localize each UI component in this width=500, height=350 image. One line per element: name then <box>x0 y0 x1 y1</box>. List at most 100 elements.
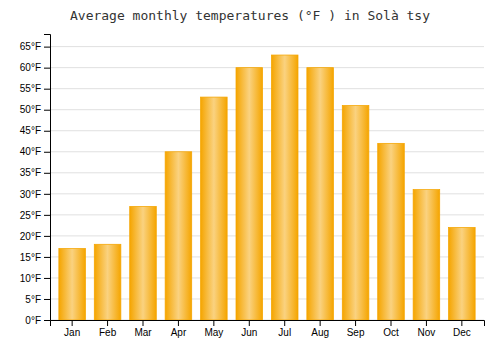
y-tick-mark <box>44 194 50 195</box>
y-tick: 10°F <box>20 273 50 284</box>
bar <box>165 152 192 320</box>
x-tick-label: Feb <box>99 327 117 338</box>
y-tick: 55°F <box>20 83 50 94</box>
bar <box>413 190 440 320</box>
x-tick: Aug <box>311 320 329 338</box>
x-tick-label: Nov <box>418 327 436 338</box>
grid-line <box>50 151 484 152</box>
bar <box>201 97 228 320</box>
x-tick: Dec <box>453 320 471 338</box>
y-tick-mark <box>44 215 50 216</box>
y-tick-label: 30°F <box>20 189 41 200</box>
chart-svg: 0°F 5°F 10°F 15°F 20°F 25°F 30°F 35°F 40°F 45°F 50… <box>0 0 500 350</box>
y-tick-mark <box>44 89 50 90</box>
y-tick-label: 65°F <box>20 41 41 52</box>
y-tick: 20°F <box>20 231 50 242</box>
y-tick-label: 10°F <box>20 273 41 284</box>
x-tick-label: Aug <box>311 327 329 338</box>
y-tick-mark <box>44 236 50 237</box>
y-tick-mark <box>44 173 50 174</box>
y-tick-mark <box>44 68 50 69</box>
chart-container: 0°F 5°F 10°F 15°F 20°F 25°F 30°F 35°F 40°F 45°F 50… <box>0 0 500 350</box>
y-tick-label: 45°F <box>20 125 41 136</box>
bar <box>342 106 369 321</box>
y-tick-label: 25°F <box>20 210 41 221</box>
grid-line <box>50 130 484 131</box>
bar <box>271 55 298 320</box>
x-tick: Jun <box>241 320 257 338</box>
y-tick-label: 60°F <box>20 62 41 73</box>
y-tick: 0°F <box>25 315 50 326</box>
y-tick-label: 20°F <box>20 231 41 242</box>
x-tick-mark <box>391 320 392 326</box>
x-tick-label: May <box>204 327 223 338</box>
x-tick: Mar <box>134 320 152 338</box>
y-tick: 65°F <box>20 41 50 52</box>
x-tick-mark <box>426 320 427 326</box>
y-tick: 50°F <box>20 104 50 115</box>
y-tick-label: 0°F <box>25 315 41 326</box>
x-tick: Nov <box>418 320 436 338</box>
x-tick-label: Sep <box>347 327 365 338</box>
grid-line <box>50 67 484 68</box>
x-tick-label: Oct <box>383 327 399 338</box>
y-tick-mark <box>44 110 50 111</box>
grid-line <box>50 88 484 89</box>
y-tick-label: 55°F <box>20 83 41 94</box>
bar <box>236 68 263 320</box>
y-tick: 45°F <box>20 125 50 136</box>
x-tick: Oct <box>383 320 399 338</box>
y-tick-label: 50°F <box>20 104 41 115</box>
plot-area: 0°F 5°F 10°F 15°F 20°F 25°F 30°F 35°F 40°F 45°F 50… <box>20 35 485 339</box>
x-axis-line <box>51 321 485 327</box>
x-tick-mark <box>461 320 462 326</box>
x-tick-label: Apr <box>171 327 187 338</box>
x-tick: Apr <box>171 320 187 338</box>
x-tick-mark <box>107 320 108 326</box>
bar <box>59 249 86 321</box>
x-axis: Jan Feb Mar Apr May Jun Jul Aug Sep Oct Nov Dec <box>51 320 485 338</box>
bar <box>130 206 157 320</box>
x-tick-label: Dec <box>453 327 471 338</box>
x-tick-mark <box>143 320 144 326</box>
title: Average monthly temperatures (°F ) in So… <box>70 8 430 23</box>
y-tick: 60°F <box>20 62 50 73</box>
y-tick: 30°F <box>20 189 50 200</box>
bar <box>307 68 334 320</box>
x-tick-mark <box>178 320 179 326</box>
grid-line <box>50 172 484 173</box>
y-tick: 40°F <box>20 146 50 157</box>
grid <box>50 47 484 320</box>
y-tick-mark <box>44 278 50 279</box>
x-tick: Jan <box>64 320 80 338</box>
x-tick: Feb <box>99 320 117 338</box>
bars <box>59 55 475 320</box>
x-tick-label: Jun <box>241 327 257 338</box>
y-tick-mark <box>44 299 50 300</box>
y-tick-mark <box>44 320 50 321</box>
x-tick-mark <box>320 320 321 326</box>
y-axis: 0°F 5°F 10°F 15°F 20°F 25°F 30°F 35°F 40°F 45°F 50… <box>20 35 51 326</box>
x-tick-label: Mar <box>134 327 152 338</box>
y-tick: 5°F <box>25 294 50 305</box>
y-tick-mark <box>44 152 50 153</box>
bar <box>449 227 476 320</box>
y-tick: 25°F <box>20 210 50 221</box>
x-tick: Jul <box>278 320 291 338</box>
x-tick: Sep <box>347 320 365 338</box>
y-tick: 35°F <box>20 167 50 178</box>
x-tick: May <box>204 320 223 338</box>
grid-line <box>50 46 484 47</box>
y-tick-label: 15°F <box>20 252 41 263</box>
y-tick-mark <box>44 131 50 132</box>
x-tick-mark <box>355 320 356 326</box>
x-tick-mark <box>72 320 73 326</box>
x-tick-mark <box>284 320 285 326</box>
x-tick-label: Jul <box>278 327 291 338</box>
x-tick-label: Jan <box>64 327 80 338</box>
bar <box>94 244 121 320</box>
bar <box>378 143 405 320</box>
y-tick-label: 35°F <box>20 167 41 178</box>
x-tick-mark <box>249 320 250 326</box>
y-axis-line <box>44 35 51 321</box>
